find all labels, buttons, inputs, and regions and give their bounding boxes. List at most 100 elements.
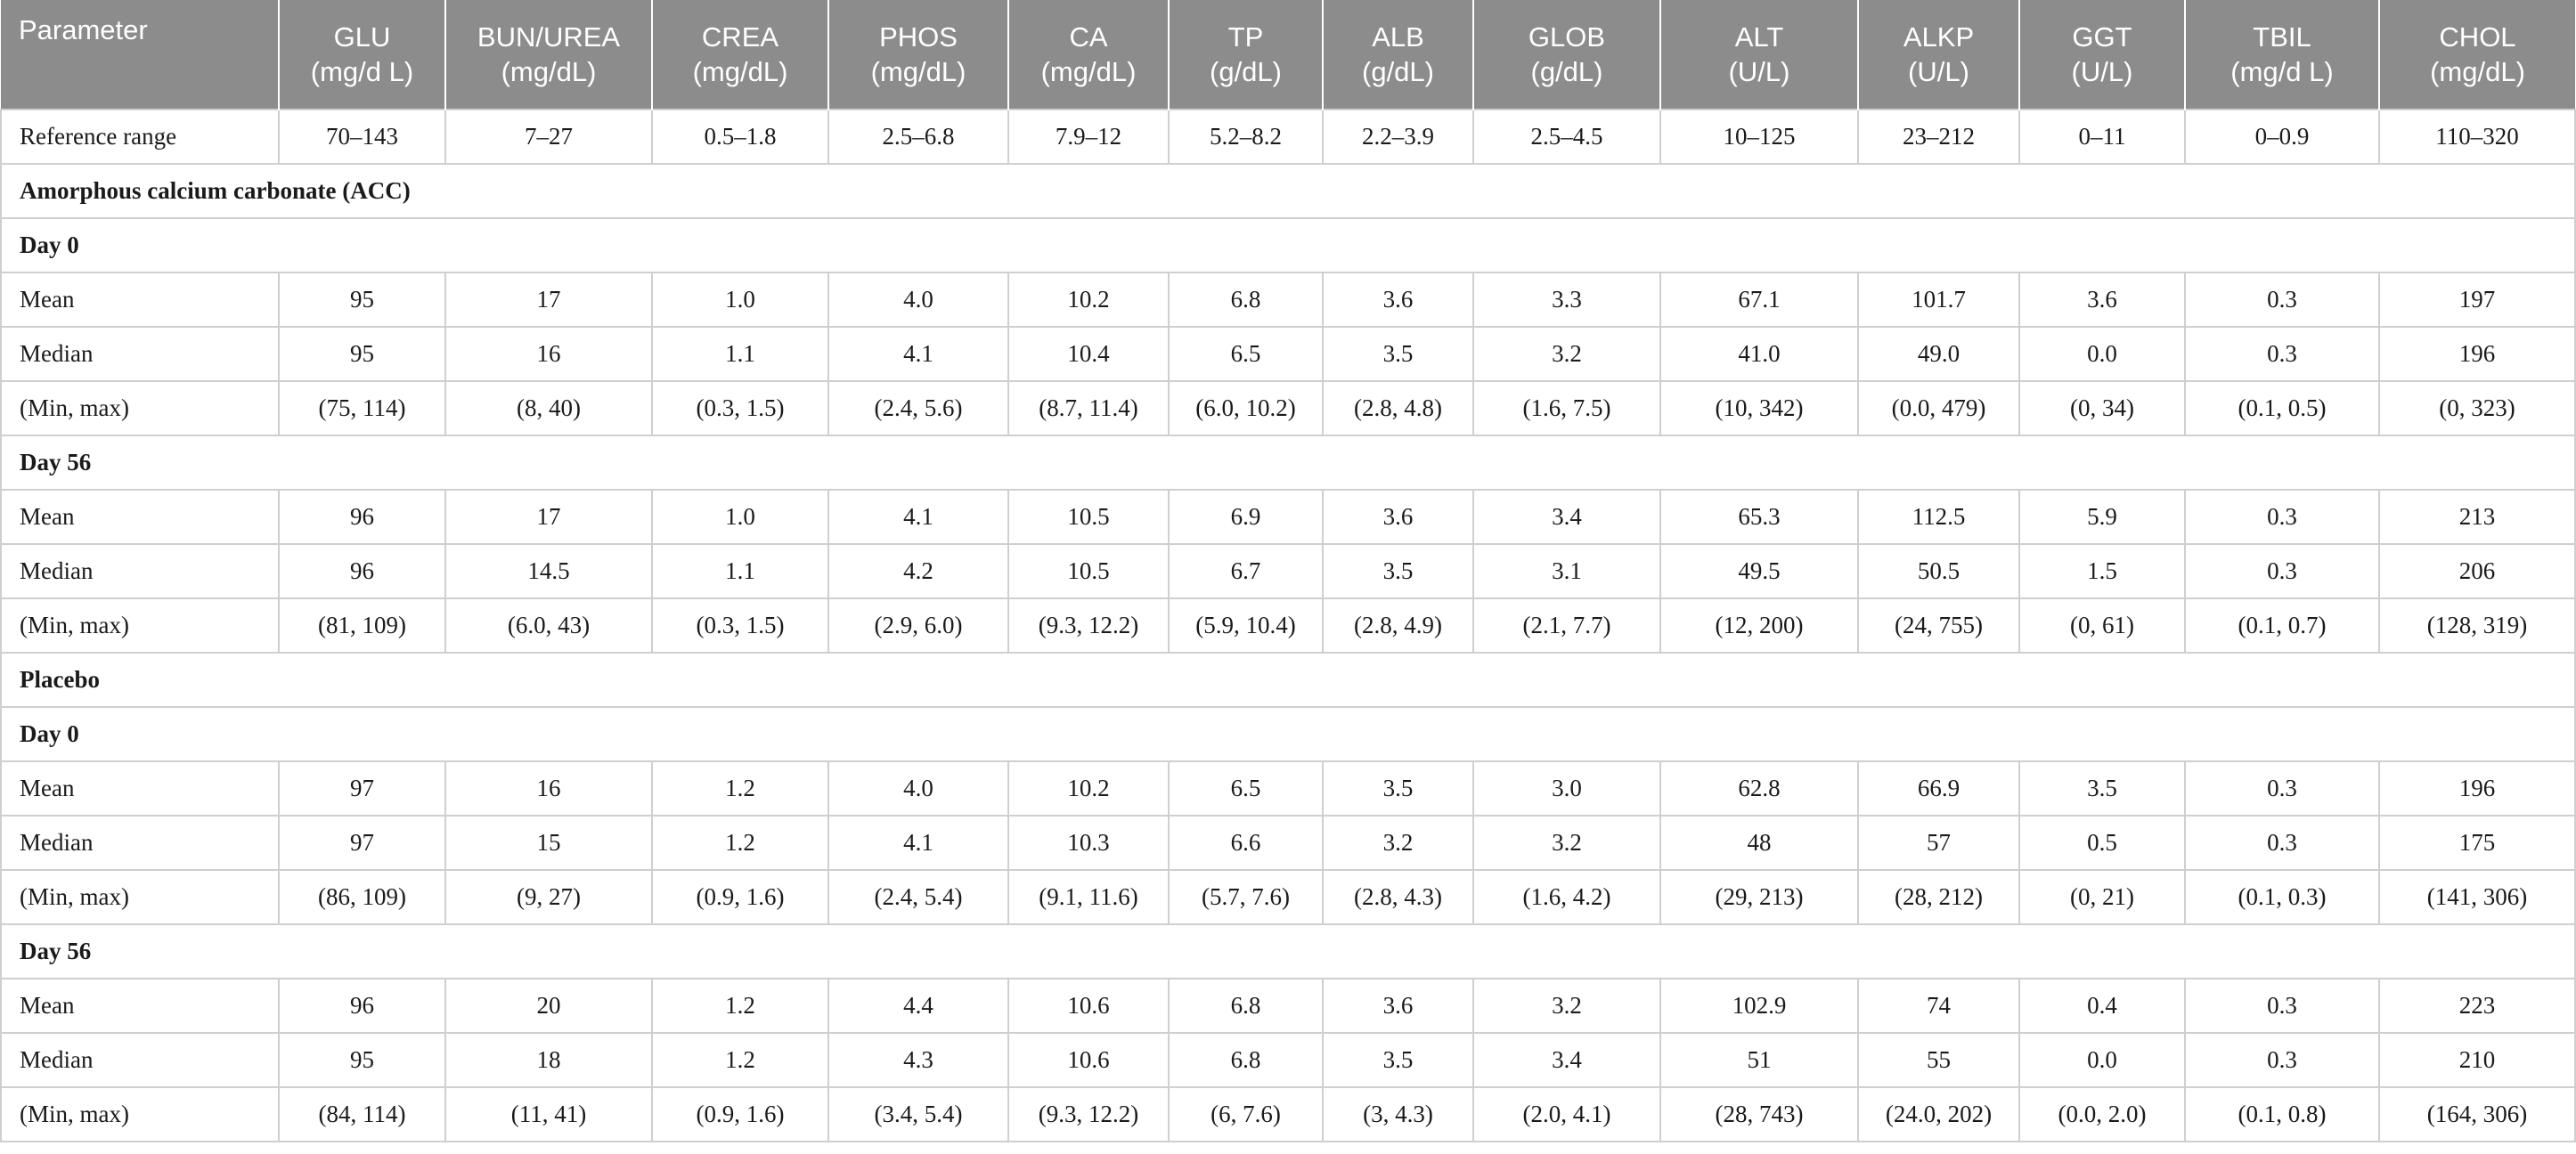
table-cell: 0.0 — [2018, 1032, 2186, 1088]
table-row: (Min, max) (86, 109) (9, 27) (0.9, 1.6) (2.4… — [0, 869, 2576, 925]
table-cell: 6.7 — [1168, 543, 1324, 599]
table-row: Median 95 16 1.1 4.1 10.4 6.5 3.5 3.2 41.0 49.0 0.0… — [0, 326, 2576, 382]
table-cell: 66.9 — [1857, 760, 2020, 817]
table-cell: (2.8, 4.8) — [1322, 380, 1474, 436]
table-cell: (28, 212) — [1857, 869, 2020, 925]
table-cell: (1.6, 4.2) — [1472, 869, 1661, 925]
table-cell: (0.1, 0.8) — [2184, 1086, 2380, 1142]
table-cell: (9.3, 12.2) — [1007, 1086, 1170, 1142]
column-header: ALKP (U/L) — [1858, 0, 2020, 110]
table-row: Mean 96 20 1.2 4.4 10.6 6.8 3.6 3.2 102.9 74 0.4 0.3… — [0, 978, 2576, 1034]
column-header-name: CREA — [701, 21, 779, 53]
table-cell: 17 — [444, 489, 653, 545]
table-cell: (2.8, 4.9) — [1322, 597, 1474, 654]
column-header-name: GGT — [2072, 21, 2132, 53]
table-cell: 51 — [1659, 1032, 1859, 1088]
table-cell: 1.2 — [651, 978, 829, 1034]
table-row: (Min, max) (84, 114) (11, 41) (0.9, 1.6) (3.… — [0, 1086, 2576, 1142]
table-cell: (0.1, 0.5) — [2184, 380, 2380, 436]
table-cell: 6.8 — [1168, 1032, 1324, 1088]
table-cell: 4.0 — [827, 272, 1009, 328]
table-cell: 2.5–6.8 — [827, 109, 1009, 165]
table-cell: 175 — [2378, 815, 2576, 871]
table-cell: (5.7, 7.6) — [1168, 869, 1324, 925]
table-cell: (86, 109) — [278, 869, 446, 925]
table-cell: 62.8 — [1659, 760, 1859, 817]
table-cell: 3.2 — [1472, 815, 1661, 871]
table-cell: 112.5 — [1857, 489, 2020, 545]
table-cell: 5.2–8.2 — [1168, 109, 1324, 165]
table-cell: (0.1, 0.7) — [2184, 597, 2380, 654]
column-header-unit: (g/dL) — [1530, 56, 1603, 87]
table-cell: 41.0 — [1659, 326, 1859, 382]
table-cell: 97 — [278, 815, 446, 871]
table-cell: 102.9 — [1659, 978, 1859, 1034]
column-header: GLU (mg/d L) — [279, 0, 446, 110]
table-cell: 10.6 — [1007, 978, 1170, 1034]
column-header-name: CA — [1069, 21, 1108, 53]
column-header: ALT (U/L) — [1660, 0, 1859, 110]
table-cell: (1.6, 7.5) — [1472, 380, 1661, 436]
table-cell: 4.2 — [827, 543, 1009, 599]
column-header: BUN/UREA (mg/dL) — [445, 0, 653, 110]
table-cell: 1.5 — [2018, 543, 2186, 599]
table-cell: 3.5 — [2018, 760, 2186, 817]
table-cell: 206 — [2378, 543, 2576, 599]
table-cell: (0.3, 1.5) — [651, 380, 829, 436]
table-row: Median 96 14.5 1.1 4.2 10.5 6.7 3.5 3.1 49.5 50.5 1… — [0, 543, 2576, 599]
table-cell: 223 — [2378, 978, 2576, 1034]
table-cell: (0, 61) — [2018, 597, 2186, 654]
table-cell: 196 — [2378, 326, 2576, 382]
group-heading: Day 56 — [0, 923, 2576, 979]
table-cell: (29, 213) — [1659, 869, 1859, 925]
table-cell: 3.2 — [1472, 326, 1661, 382]
table-cell: 10.3 — [1007, 815, 1170, 871]
column-header-name: BUN/UREA — [477, 21, 621, 53]
row-label: Mean — [0, 760, 280, 817]
table-cell: 7.9–12 — [1007, 109, 1170, 165]
table-cell: 4.1 — [827, 326, 1009, 382]
column-header: CREA (mg/dL) — [652, 0, 829, 110]
table-cell: 0–11 — [2018, 109, 2186, 165]
table-cell: 3.6 — [1322, 489, 1474, 545]
table-cell: 2.2–3.9 — [1322, 109, 1474, 165]
column-header: CA (mg/dL) — [1008, 0, 1170, 110]
table-cell: 96 — [278, 489, 446, 545]
column-header-name: TP — [1227, 21, 1264, 53]
table-cell: 3.2 — [1472, 978, 1661, 1034]
table-cell: 1.0 — [651, 489, 829, 545]
table-cell: (28, 743) — [1659, 1086, 1859, 1142]
table-cell: (164, 306) — [2378, 1086, 2576, 1142]
table-cell: (8.7, 11.4) — [1007, 380, 1170, 436]
row-label: (Min, max) — [0, 869, 280, 925]
column-header-unit: (U/L) — [1908, 56, 1969, 87]
column-header-name: ALB — [1372, 21, 1424, 53]
table-row: Reference range 70–143 7–27 0.5–1.8 2.5–6.8 7… — [0, 109, 2576, 165]
column-header: ALB (g/dL) — [1323, 0, 1474, 110]
table-cell: 3.5 — [1322, 760, 1474, 817]
table-cell: 3.6 — [1322, 978, 1474, 1034]
table-cell: 101.7 — [1857, 272, 2020, 328]
table-cell: (2.0, 4.1) — [1472, 1086, 1661, 1142]
table-cell: 0.5 — [2018, 815, 2186, 871]
table-cell: (0.1, 0.3) — [2184, 869, 2380, 925]
table-cell: 3.6 — [2018, 272, 2186, 328]
group-heading: Day 56 — [0, 435, 2576, 491]
table-cell: 3.5 — [1322, 543, 1474, 599]
table-cell: 213 — [2378, 489, 2576, 545]
table-cell: (6.0, 10.2) — [1168, 380, 1324, 436]
row-label: (Min, max) — [0, 1086, 280, 1142]
column-header: TP (g/dL) — [1169, 0, 1324, 110]
table-cell: 14.5 — [444, 543, 653, 599]
table-cell: (0.9, 1.6) — [651, 869, 829, 925]
group-heading: Placebo — [0, 652, 2576, 708]
table-cell: (2.4, 5.4) — [827, 869, 1009, 925]
table-cell: (5.9, 10.4) — [1168, 597, 1324, 654]
table-cell: 97 — [278, 760, 446, 817]
table-cell: 3.4 — [1472, 1032, 1661, 1088]
table-cell: (0.9, 1.6) — [651, 1086, 829, 1142]
table-cell: 10.5 — [1007, 489, 1170, 545]
table-cell: 0.3 — [2184, 272, 2380, 328]
table-cell: (11, 41) — [444, 1086, 653, 1142]
